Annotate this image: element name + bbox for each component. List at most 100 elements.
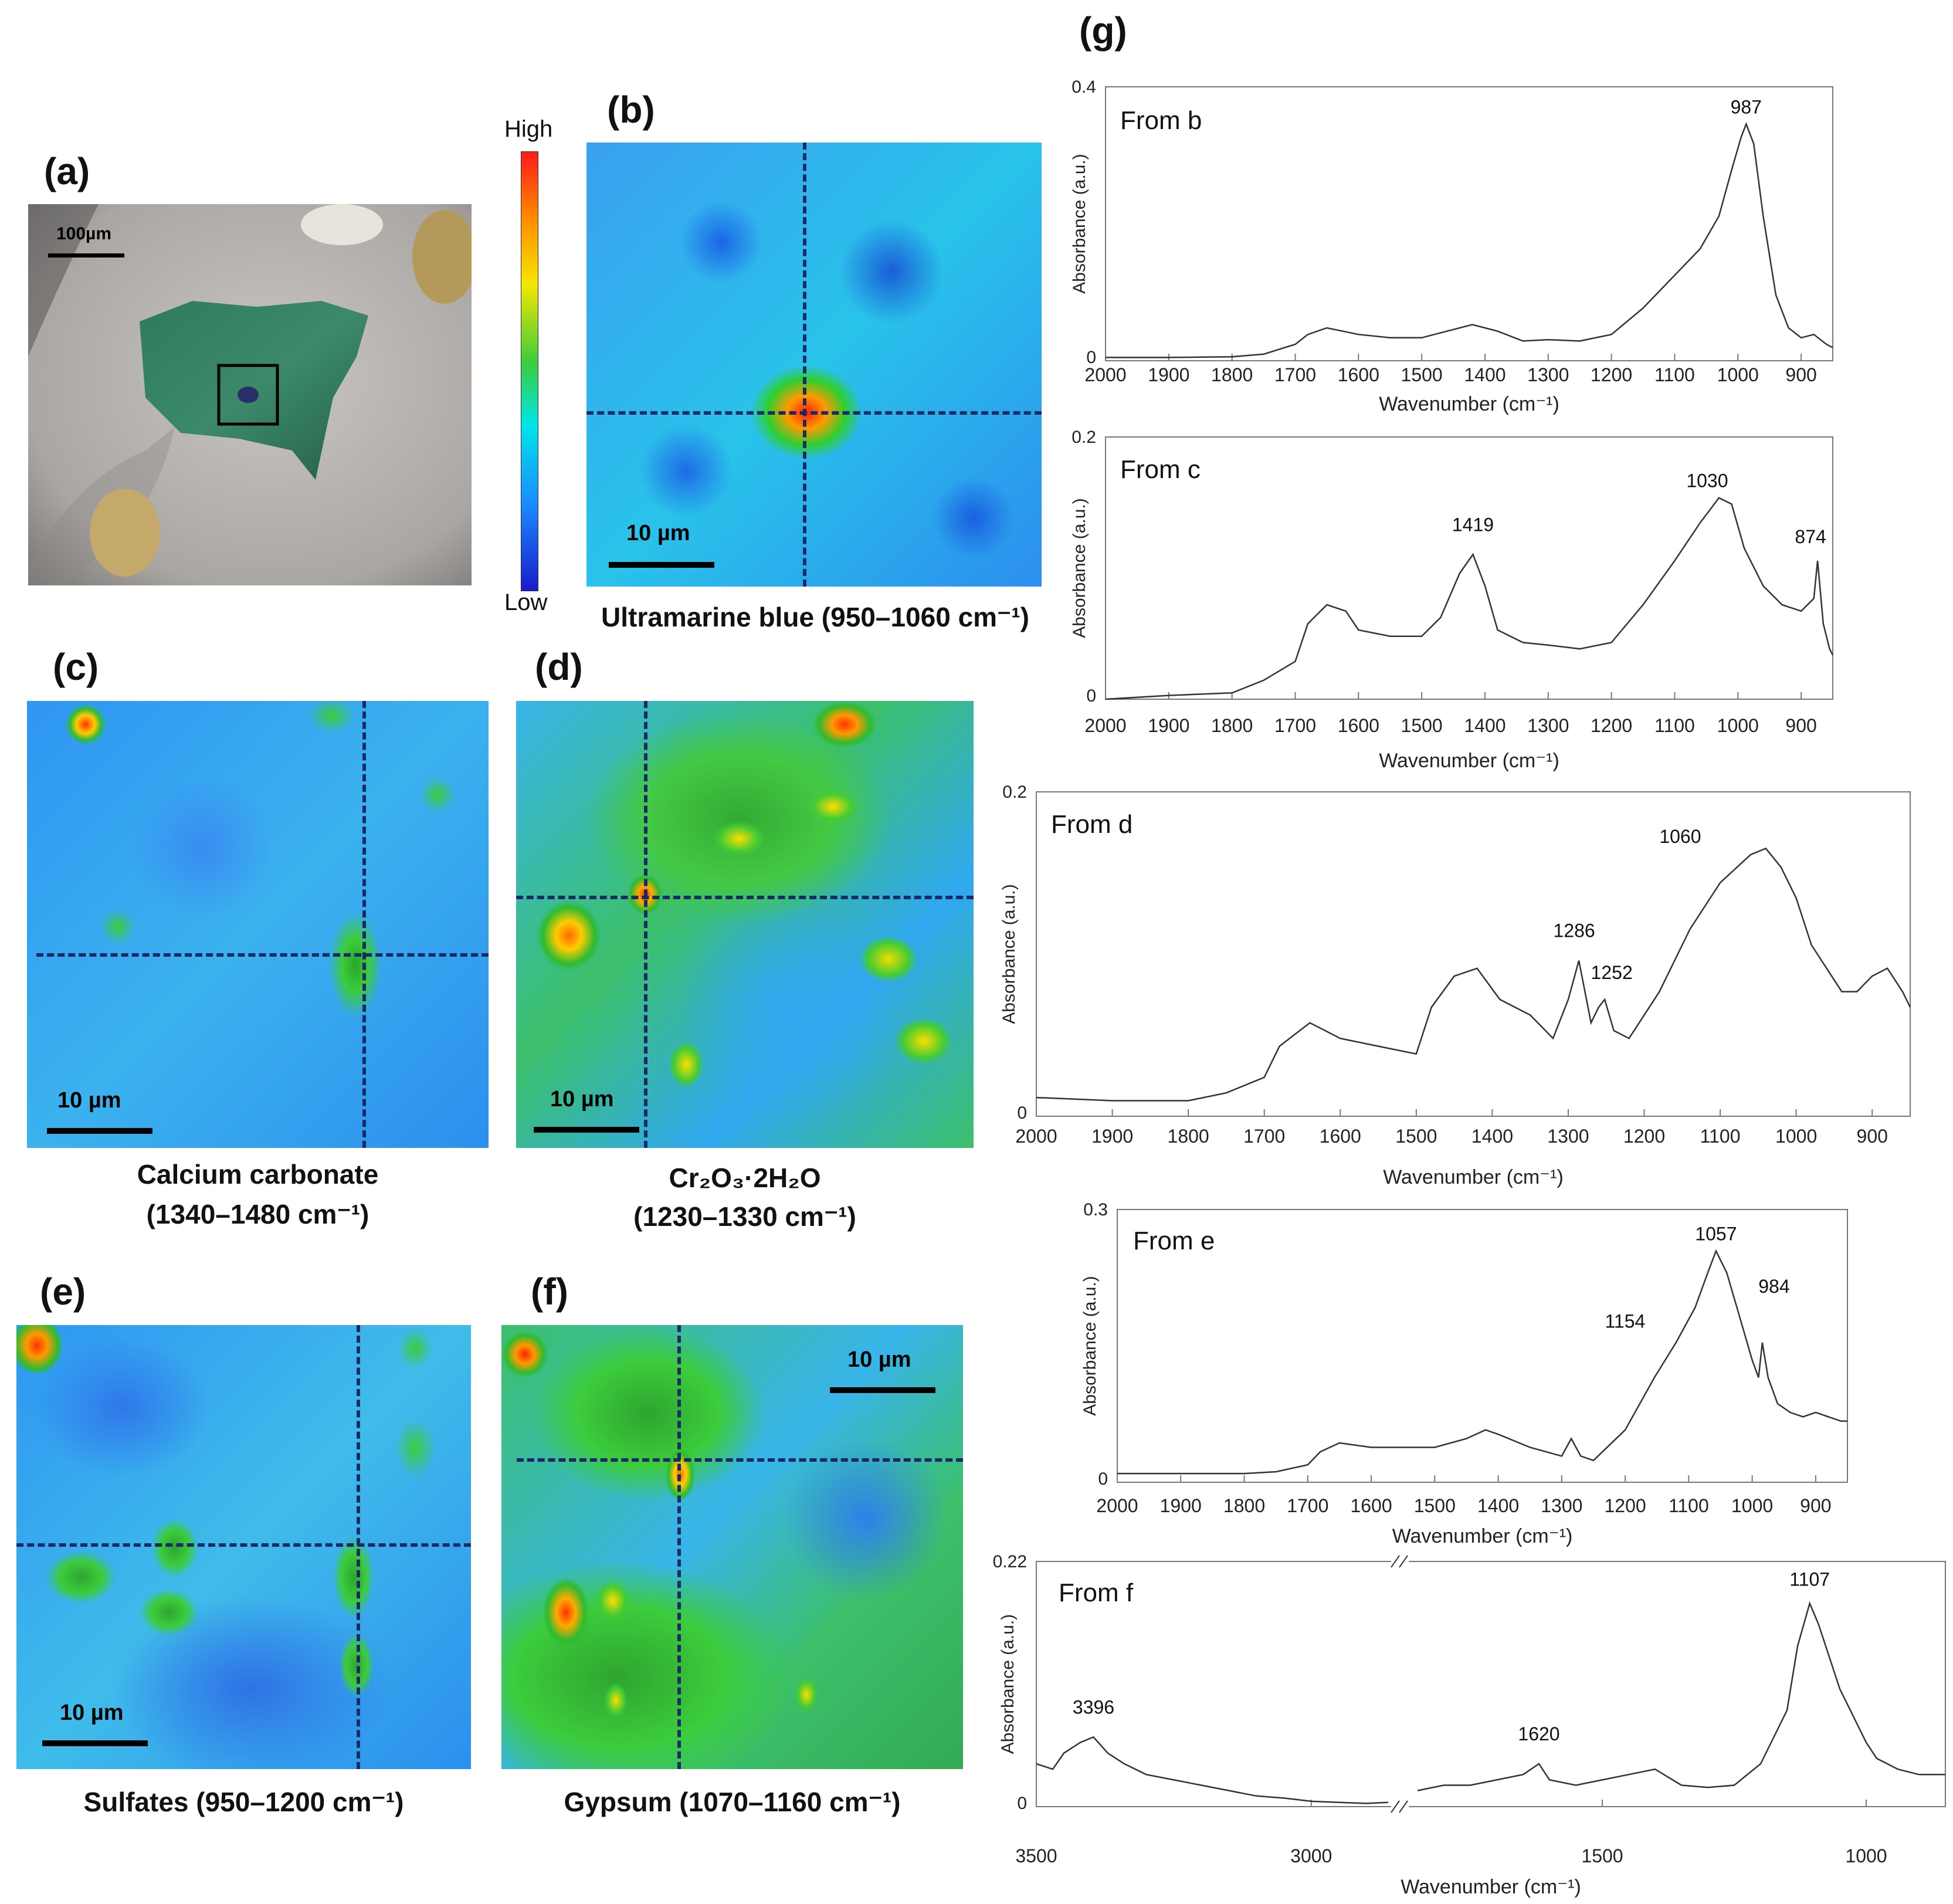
y-axis-label: Absorbance (a.u.) (1070, 498, 1089, 638)
peak-label: 1620 (1518, 1723, 1559, 1744)
crosshair-v (357, 1325, 360, 1769)
peak-label: 1252 (1591, 962, 1633, 983)
x-tick-label: 1000 (1731, 1495, 1773, 1516)
x-tick-label: 1600 (1338, 364, 1379, 385)
crosshair-h (586, 411, 1042, 415)
x-tick-label: 1400 (1464, 715, 1506, 736)
crosshair-h (516, 896, 974, 899)
plot-title: From c (1120, 455, 1201, 484)
scalebar-c (47, 1128, 152, 1134)
x-tick-label: 1800 (1211, 364, 1253, 385)
y-axis-label: Absorbance (a.u.) (999, 884, 1019, 1024)
peak-label: 1107 (1789, 1568, 1830, 1590)
crosshair-v (362, 701, 366, 1148)
y-axis-label: Absorbance (a.u.) (1070, 154, 1089, 293)
x-tick-label: 2000 (1096, 1495, 1138, 1516)
x-tick-label: 1100 (1669, 1495, 1709, 1516)
panel-label-c: (c) (53, 646, 99, 688)
caption-d-line2: (1230–1330 cm⁻¹) (633, 1201, 856, 1232)
spectrum-line (1036, 1736, 1389, 1804)
x-tick-label: 1000 (1775, 1126, 1817, 1147)
scalebar-d (534, 1127, 639, 1133)
plot-title: From d (1051, 810, 1133, 839)
caption-c-line1: Calcium carbonate (137, 1159, 379, 1190)
x-tick-label: 3000 (1290, 1845, 1332, 1866)
x-tick-label: 1200 (1623, 1126, 1665, 1147)
x-tick-label: 1900 (1091, 1126, 1133, 1147)
y-tick-label: 0.4 (1072, 77, 1096, 97)
x-tick-label: 1600 (1350, 1495, 1392, 1516)
x-tick-label: 1400 (1471, 1126, 1513, 1147)
panel-label-f: (f) (531, 1271, 568, 1313)
peak-label: 1057 (1695, 1224, 1737, 1245)
plot-frame (1036, 791, 1911, 1117)
x-tick-label: 1000 (1717, 715, 1759, 736)
peak-label: 3396 (1073, 1696, 1114, 1717)
x-tick-label: 1300 (1527, 715, 1569, 736)
plot-title: From b (1120, 106, 1202, 135)
peak-label: 1154 (1605, 1310, 1645, 1332)
panel-label-b: (b) (607, 89, 655, 131)
x-tick-label: 1800 (1223, 1495, 1265, 1516)
spectrum-line (1417, 1601, 1945, 1791)
x-tick-label: 1200 (1591, 715, 1632, 736)
x-tick-label: 3500 (1015, 1845, 1057, 1866)
scalebar-label-b: 10 µm (626, 521, 690, 546)
crosshair-h (16, 1543, 471, 1547)
optical-micrograph (28, 204, 477, 585)
x-tick-label: 1900 (1148, 715, 1189, 736)
crosshair-h (36, 953, 489, 957)
plot-frame (1105, 86, 1833, 361)
y-tick-label: 0 (1086, 348, 1096, 367)
plot-frame (1036, 1561, 1946, 1807)
scalebar-label-d: 10 µm (550, 1087, 614, 1112)
x-tick-label: 1700 (1243, 1126, 1285, 1147)
x-tick-label: 1100 (1654, 715, 1695, 736)
x-tick-label: 1700 (1274, 715, 1316, 736)
x-tick-label: 1500 (1401, 364, 1443, 385)
spectrum-line (1105, 497, 1834, 700)
caption-d-line1: Cr₂O₃·2H₂O (669, 1163, 821, 1193)
x-tick-label: 1300 (1541, 1495, 1582, 1516)
x-tick-label: 900 (1785, 364, 1816, 385)
map-chromium-oxide: 10 µm (516, 701, 974, 1148)
caption-e: Sulfates (950–1200 cm⁻¹) (83, 1787, 404, 1817)
plot-title: From e (1133, 1227, 1215, 1255)
axis-break-mark (1391, 1800, 1400, 1813)
scalebar-a (48, 253, 124, 258)
colorbar-low-label: Low (504, 590, 548, 615)
crosshair-v (677, 1325, 681, 1769)
spectrum-line (1117, 1249, 1847, 1475)
colorbar (521, 151, 538, 591)
peak-label: 1419 (1452, 514, 1494, 535)
peak-label: 874 (1795, 526, 1826, 547)
axis-break-mark (1399, 1555, 1408, 1568)
x-tick-label: 1000 (1717, 364, 1759, 385)
x-tick-label: 1900 (1148, 364, 1189, 385)
peak-label: 984 (1758, 1276, 1789, 1297)
scalebar-f (830, 1387, 935, 1393)
x-tick-label: 1000 (1845, 1845, 1887, 1866)
crosshair-v (803, 143, 806, 587)
map-calcium-carbonate: 10 µm (27, 701, 489, 1148)
x-tick-label: 1800 (1211, 715, 1253, 736)
x-tick-label: 1700 (1287, 1495, 1328, 1516)
panel-label-a: (a) (44, 150, 90, 192)
y-tick-label: 0 (1098, 1469, 1108, 1489)
x-tick-label: 900 (1785, 715, 1816, 736)
crosshair-h (517, 1458, 963, 1462)
x-tick-label: 900 (1800, 1495, 1831, 1516)
y-tick-label: 0 (1017, 1103, 1027, 1123)
x-tick-label: 1900 (1160, 1495, 1202, 1516)
scalebar-label-c: 10 µm (57, 1088, 121, 1113)
x-tick-label: 1500 (1401, 715, 1443, 736)
y-axis-label: Absorbance (a.u.) (998, 1614, 1018, 1754)
scalebar-label-f: 10 µm (847, 1347, 911, 1372)
panel-label-e: (e) (40, 1271, 86, 1313)
x-axis-label: Wavenumber (cm⁻¹) (1379, 750, 1559, 772)
map-ultramarine-blue: 10 µm (586, 143, 1042, 587)
caption-b: Ultramarine blue (950–1060 cm⁻¹) (601, 602, 1029, 632)
x-tick-label: 1100 (1700, 1126, 1741, 1147)
map-gypsum: 10 µm (501, 1325, 963, 1769)
